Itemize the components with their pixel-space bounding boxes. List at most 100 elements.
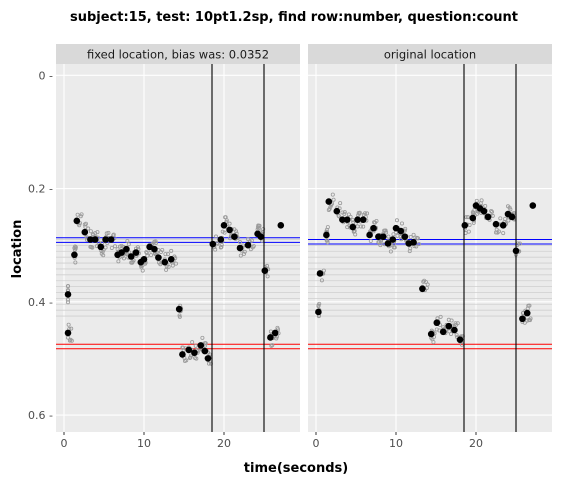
raw-sample-point (325, 225, 330, 230)
raw-sample-point (203, 341, 208, 346)
raw-sample-point (184, 358, 189, 363)
raw-sample-point (144, 251, 149, 256)
raw-sample-point (166, 264, 171, 269)
raw-sample-point (395, 233, 400, 238)
raw-sample-point (489, 208, 494, 213)
facet-strip (56, 44, 300, 64)
fixation-point (523, 309, 531, 317)
fixation-point (155, 254, 162, 261)
fixation-point (140, 256, 148, 263)
raw-sample-point (66, 297, 71, 302)
raw-sample-point (69, 326, 74, 331)
raw-sample-point (125, 239, 130, 244)
facet-strip-label: original location (384, 48, 476, 62)
panel-fixed-location: fixed location, bias was: 0.0352 0 10 20 (56, 44, 300, 450)
raw-sample-point (464, 215, 469, 220)
raw-sample-point (403, 226, 408, 231)
raw-sample-point (261, 227, 266, 232)
raw-sample-point (391, 232, 396, 237)
fixation-point (461, 222, 469, 229)
raw-sample-point (153, 241, 158, 246)
fixation-point (384, 240, 392, 247)
raw-sample-point (104, 231, 109, 236)
raw-sample-point (75, 212, 80, 217)
fixation-point (325, 198, 333, 205)
raw-sample-point (411, 232, 416, 237)
raw-sample-point (194, 356, 199, 361)
fixation-point (118, 249, 125, 256)
raw-sample-point (348, 214, 353, 219)
raw-sample-point (109, 245, 114, 250)
fixation-point (102, 236, 109, 243)
raw-sample-point (325, 238, 330, 243)
raw-sample-point (86, 226, 91, 231)
raw-sample-point (496, 229, 501, 234)
raw-sample-point (363, 211, 368, 216)
raw-sample-point (160, 247, 165, 252)
panel-original-location: original location 0 10 20 (308, 44, 552, 450)
fixation-point (267, 334, 274, 341)
raw-sample-point (319, 278, 324, 283)
raw-sample-point (415, 236, 420, 241)
raw-sample-point (190, 340, 195, 345)
raw-sample-point (388, 249, 393, 254)
fixation-point (451, 326, 458, 334)
fixation-point (197, 342, 205, 349)
fixation-point (185, 346, 193, 354)
fixation-point (529, 202, 537, 209)
fixation-point (339, 216, 346, 223)
raw-sample-point (242, 249, 247, 254)
facet-strip-label: fixed location, bias was: 0.0352 (87, 48, 269, 62)
raw-sample-point (386, 234, 391, 239)
raw-sample-point (449, 332, 454, 337)
raw-sample-point (145, 253, 150, 258)
x-tick-label: 0 (61, 437, 68, 450)
raw-sample-point (317, 301, 322, 306)
raw-sample-point (213, 247, 218, 252)
panel-background (308, 64, 552, 432)
x-axis-title: time(seconds) (244, 461, 348, 476)
y-axis-title: location (10, 220, 25, 279)
facet-strip (308, 44, 552, 64)
fixation-point (427, 330, 435, 338)
raw-sample-point (394, 218, 399, 223)
raw-sample-point (135, 245, 140, 250)
fixation-point (217, 236, 225, 243)
raw-sample-point (501, 231, 506, 236)
raw-sample-point (479, 198, 484, 203)
raw-sample-point (353, 232, 358, 237)
raw-sample-point (517, 241, 522, 246)
raw-sample-point (78, 214, 83, 219)
fixation-point (161, 258, 169, 266)
fixation-point (480, 207, 488, 215)
raw-sample-point (265, 274, 270, 279)
raw-sample-point (206, 361, 211, 366)
fixation-point (220, 222, 228, 229)
fixation-point (419, 285, 426, 293)
raw-sample-point (383, 228, 388, 233)
x-tick-label: 10 (137, 437, 151, 450)
raw-sample-point (331, 197, 336, 202)
raw-sample-point (455, 321, 460, 326)
fixation-point (359, 216, 367, 223)
raw-sample-point (342, 210, 347, 215)
raw-sample-point (425, 282, 430, 287)
raw-sample-point (140, 268, 145, 273)
raw-sample-point (471, 220, 476, 225)
raw-sample-point (193, 343, 198, 348)
raw-sample-point (465, 215, 470, 220)
fixation-point (97, 243, 105, 251)
y-tick-label: 0.6 - (28, 409, 53, 422)
fixation-point (132, 249, 140, 256)
raw-sample-point (368, 239, 373, 244)
fixation-point (261, 267, 269, 274)
raw-sample-point (508, 207, 513, 212)
raw-sample-point (483, 203, 488, 208)
raw-sample-point (66, 322, 71, 327)
raw-sample-point (251, 244, 256, 249)
raw-sample-point (189, 353, 194, 358)
raw-sample-point (238, 253, 243, 258)
raw-sample-point (522, 320, 527, 325)
y-tick-label: 0.4 - (28, 296, 53, 309)
